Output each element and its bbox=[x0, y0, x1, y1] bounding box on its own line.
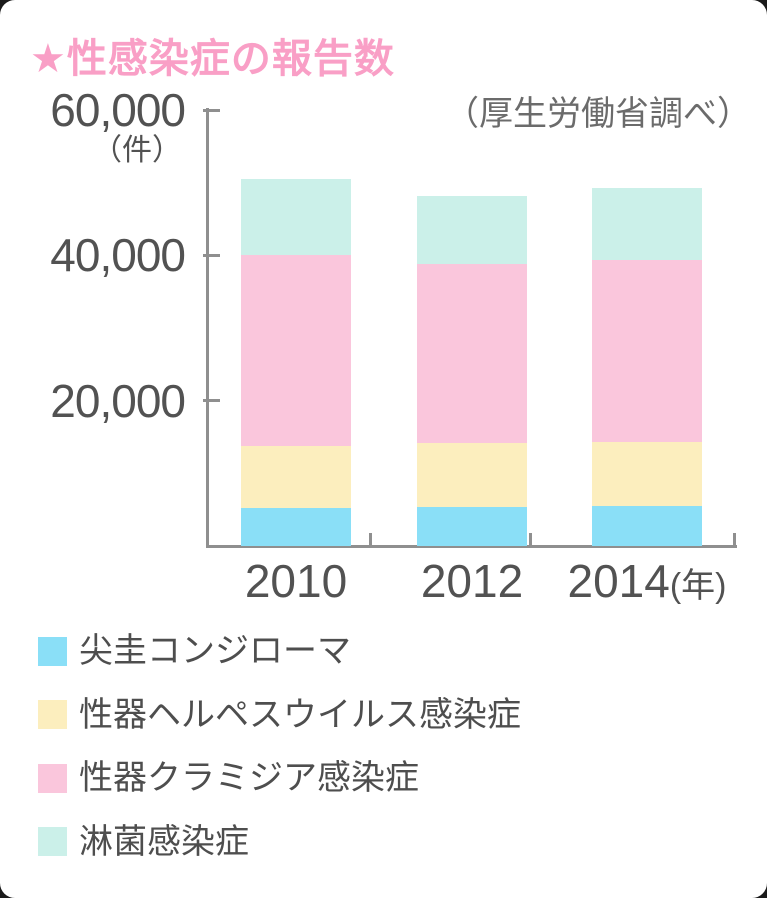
bar-segment bbox=[417, 506, 527, 546]
stacked-bar-2014 bbox=[592, 187, 702, 546]
y-tick-label: 40,000 bbox=[50, 229, 186, 282]
y-axis-line bbox=[206, 108, 209, 548]
page-title: ★性感染症の報告数 bbox=[30, 37, 395, 81]
x-tick-label: 2010 bbox=[244, 555, 348, 607]
bar-segment bbox=[241, 255, 351, 447]
y-axis-unit-label: （件） bbox=[92, 134, 182, 167]
x-tick-mark bbox=[368, 533, 372, 546]
legend-label: 性器クラミジア感染症 bbox=[79, 759, 419, 797]
bar-segment bbox=[417, 442, 527, 507]
x-tick-mark bbox=[528, 533, 532, 546]
legend-item: 尖圭コンジローマ bbox=[38, 630, 351, 672]
x-axis-unit-label: (年) bbox=[669, 567, 727, 605]
legend-item: 性器ヘルペスウイルス感染症 bbox=[38, 694, 521, 736]
y-tick-mark bbox=[203, 108, 220, 112]
y-tick-mark bbox=[203, 253, 220, 257]
bar-segment bbox=[592, 506, 702, 546]
x-tick-label: 2014(年) bbox=[567, 555, 727, 607]
stacked-bar-2010 bbox=[241, 179, 351, 546]
legend-item: 淋菌感染症 bbox=[38, 821, 249, 863]
x-tick-label: 2012 bbox=[420, 555, 524, 607]
bar-segment bbox=[592, 187, 702, 260]
bar-segment bbox=[417, 264, 527, 443]
bar-segment bbox=[417, 195, 527, 265]
bar-segment bbox=[592, 259, 702, 443]
y-tick-mark bbox=[203, 399, 220, 403]
legend-swatch-icon bbox=[38, 636, 67, 666]
bar-segment bbox=[241, 446, 351, 509]
bar-segment bbox=[592, 442, 702, 507]
stacked-bar-2012 bbox=[417, 195, 527, 546]
stacked-bar-chart: 60,000 40,000 20,000 （件） 2010 2012 2014(年) bbox=[50, 84, 737, 607]
y-tick-label: 20,000 bbox=[50, 374, 186, 427]
x-tick-mark bbox=[732, 533, 736, 546]
legend-swatch-icon bbox=[38, 827, 67, 856]
legend-swatch-icon bbox=[38, 763, 67, 793]
source-note: （厚生労働省調べ） bbox=[445, 95, 751, 133]
legend-label: 性器ヘルペスウイルス感染症 bbox=[79, 695, 521, 734]
legend-label: 尖圭コンジローマ bbox=[79, 632, 351, 670]
bar-segment bbox=[241, 179, 351, 256]
y-tick-label: 60,000 bbox=[50, 84, 186, 136]
legend-swatch-icon bbox=[38, 700, 67, 729]
legend-label: 淋菌感染症 bbox=[79, 822, 249, 861]
x-axis-line bbox=[206, 545, 737, 548]
bar-segment bbox=[241, 508, 351, 546]
legend-item: 性器クラミジア感染症 bbox=[38, 757, 419, 799]
